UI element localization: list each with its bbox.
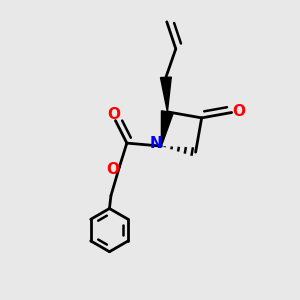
- Text: O: O: [107, 106, 120, 122]
- Polygon shape: [160, 77, 171, 112]
- Text: O: O: [232, 104, 245, 119]
- Polygon shape: [161, 111, 173, 146]
- Text: N: N: [150, 136, 162, 151]
- Text: O: O: [106, 162, 119, 177]
